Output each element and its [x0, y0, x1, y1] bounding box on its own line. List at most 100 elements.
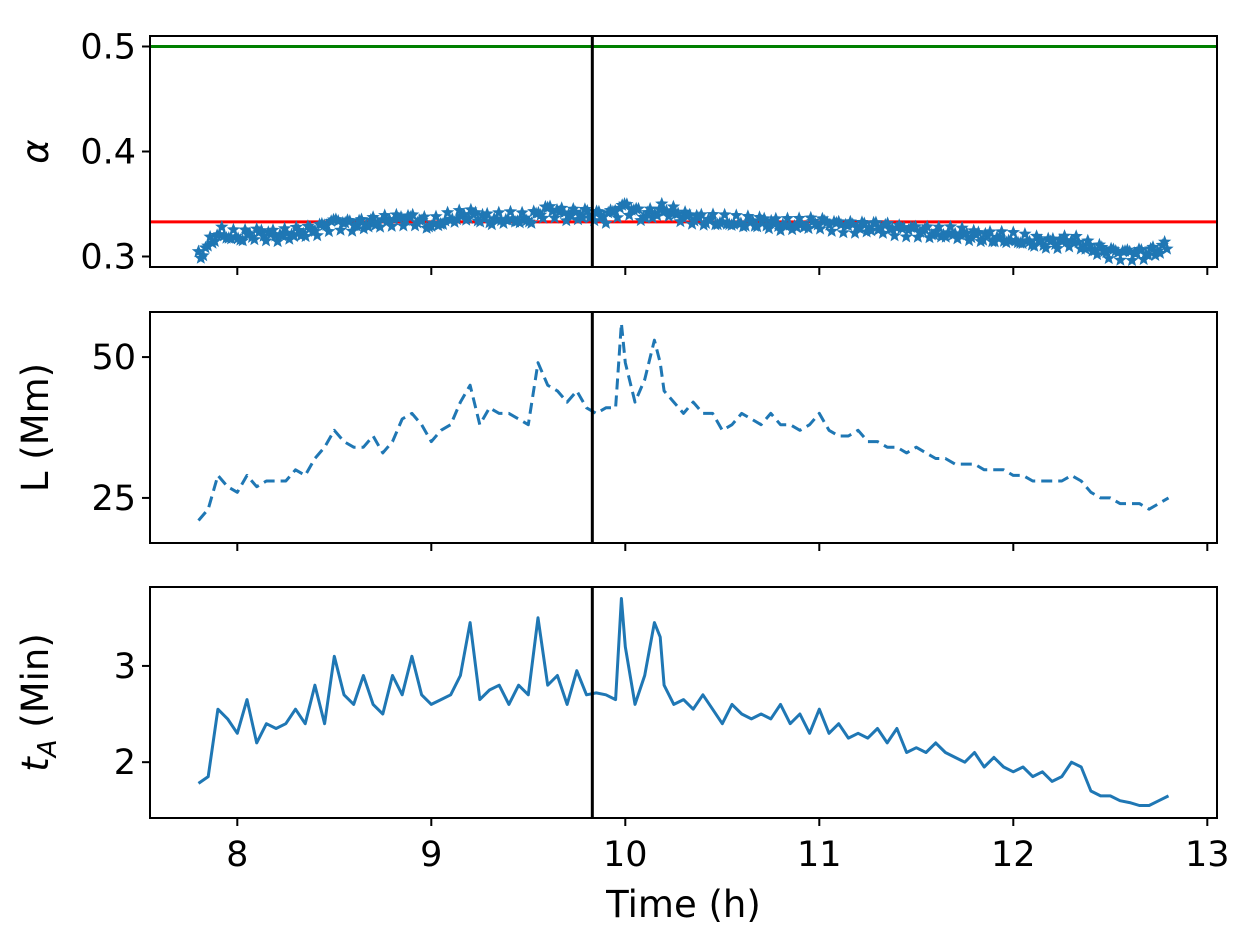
- alpha-marker: [354, 212, 369, 226]
- alpha-marker: [266, 223, 280, 236]
- alpha-marker: [275, 228, 289, 242]
- alpha-marker: [655, 196, 669, 210]
- x-tick-label: 12: [991, 835, 1036, 875]
- alpha-marker: [1022, 234, 1037, 248]
- alpha-marker: [457, 207, 471, 221]
- alpha-marker: [887, 228, 902, 242]
- alpha-marker: [666, 199, 681, 213]
- alpha-marker: [361, 219, 376, 233]
- alpha-marker: [745, 213, 760, 227]
- alpha-marker: [992, 230, 1006, 244]
- alpha-marker: [278, 221, 292, 235]
- alpha-marker: [1090, 247, 1104, 261]
- alpha-marker: [967, 223, 981, 237]
- x-axis-label: Time (h): [605, 883, 761, 926]
- alpha-marker: [953, 227, 967, 241]
- alpha-marker: [610, 210, 625, 224]
- alpha-marker: [1060, 234, 1074, 248]
- alpha-marker: [226, 222, 241, 236]
- alpha-marker: [1069, 229, 1083, 242]
- alpha-marker: [208, 234, 222, 247]
- alpha-marker: [671, 206, 685, 220]
- alpha-marker: [417, 209, 431, 223]
- alpha-marker: [1111, 245, 1125, 259]
- alpha-marker: [799, 219, 813, 232]
- alpha-marker: [790, 220, 804, 234]
- alpha-marker: [738, 219, 753, 232]
- alpha-marker: [932, 220, 946, 233]
- alpha-marker: [769, 211, 783, 225]
- alpha-marker: [303, 220, 317, 234]
- alpha-marker: [759, 218, 774, 232]
- alpha-marker: [804, 210, 818, 224]
- alpha-marker: [382, 212, 397, 226]
- alpha-marker: [941, 225, 955, 239]
- alpha-marker: [536, 211, 550, 224]
- alpha-marker: [843, 214, 857, 228]
- alpha-marker: [450, 212, 464, 226]
- alpha-marker: [764, 213, 778, 227]
- alpha-marker: [727, 217, 741, 230]
- alpha-marker: [191, 244, 206, 258]
- alpha-marker: [920, 219, 934, 233]
- alpha-marker: [811, 217, 825, 231]
- alpha-marker: [983, 224, 997, 238]
- alpha-marker: [978, 226, 992, 240]
- length-panel: 25 50 L (Mm): [14, 311, 1218, 551]
- y-axis-label-symbol: t: [14, 756, 57, 772]
- alpha-marker: [631, 201, 646, 215]
- alpha-marker: [494, 213, 508, 227]
- alpha-marker: [548, 211, 562, 224]
- x-tick-label: 13: [1185, 835, 1230, 875]
- alpha-marker: [960, 226, 974, 239]
- alpha-marker: [1151, 244, 1165, 257]
- alpha-marker: [429, 209, 443, 223]
- alpha-marker: [201, 238, 215, 252]
- alpha-marker: [1027, 239, 1041, 252]
- alpha-marker: [955, 221, 969, 234]
- alpha-marker: [289, 220, 303, 233]
- alpha-marker: [1102, 251, 1116, 265]
- alpha-marker: [1048, 237, 1062, 251]
- alpha-marker: [832, 214, 846, 228]
- alpha-marker: [438, 213, 452, 227]
- alpha-marker: [820, 215, 834, 228]
- alpha-marker: [1029, 229, 1044, 242]
- alpha-marker: [371, 215, 385, 229]
- alpha-marker: [310, 228, 324, 242]
- alpha-marker: [1018, 227, 1032, 240]
- y-tick-label: 50: [91, 338, 136, 378]
- alpha-marker: [545, 204, 559, 217]
- alpha-marker: [596, 209, 611, 223]
- alpha-marker: [1036, 238, 1051, 252]
- alpha-marker: [1099, 245, 1114, 259]
- alpha-marker: [366, 210, 380, 223]
- alpha-marker: [846, 217, 860, 230]
- alpha-marker: [1153, 246, 1167, 259]
- alfven-time-panel: 2 3 8 9 10 11 12 13 tA (Min) Time (h): [14, 586, 1230, 926]
- alpha-marker: [897, 220, 911, 234]
- alpha-marker: [880, 216, 895, 230]
- alpha-marker: [741, 209, 755, 222]
- alpha-marker: [780, 211, 795, 225]
- alpha-marker: [573, 208, 587, 222]
- alpha-marker: [1088, 243, 1102, 257]
- y-tick-label: 0.3: [80, 238, 136, 278]
- alpha-marker: [773, 223, 788, 237]
- alpha-marker: [259, 233, 273, 247]
- alpha-marker: [678, 205, 692, 218]
- alpha-marker: [236, 233, 250, 247]
- alpha-marker: [580, 204, 594, 217]
- alpha-marker: [385, 219, 399, 232]
- y-tick-label: 0.5: [80, 28, 136, 68]
- alpha-marker: [650, 208, 664, 222]
- alpha-marker: [543, 199, 557, 213]
- alpha-marker: [464, 202, 478, 216]
- alpha-marker: [734, 216, 748, 229]
- alpha-marker: [524, 216, 539, 229]
- alpha-marker: [485, 217, 499, 231]
- y-tick-label: 2: [114, 743, 136, 783]
- alpha-marker: [1064, 233, 1079, 247]
- alpha-marker: [943, 219, 958, 233]
- alpha-marker: [1160, 241, 1174, 255]
